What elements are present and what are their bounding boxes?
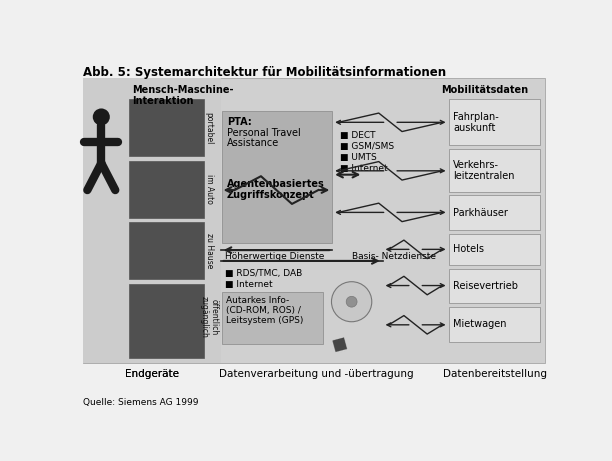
Bar xyxy=(129,222,204,279)
Text: Autarkes Info-
(CD-ROM, ROS) /
Leitsystem (GPS): Autarkes Info- (CD-ROM, ROS) / Leitsyste… xyxy=(226,296,304,325)
Bar xyxy=(449,269,540,303)
Bar xyxy=(83,78,221,363)
Text: Endgeräte: Endgeräte xyxy=(125,369,179,379)
Bar xyxy=(222,292,323,344)
Bar xyxy=(129,99,204,156)
Text: Reisevertrieb: Reisevertrieb xyxy=(453,281,518,291)
Text: Datenverarbeitung und -übertragung: Datenverarbeitung und -übertragung xyxy=(220,369,414,379)
Bar xyxy=(449,149,540,192)
Text: Datenbereitstellung: Datenbereitstellung xyxy=(443,369,547,379)
Bar xyxy=(449,307,540,342)
Text: zu Hause: zu Hause xyxy=(204,233,214,269)
Text: ■ Internet: ■ Internet xyxy=(225,280,273,289)
Text: Abb. 5: Systemarchitektur für Mobilitätsinformationen: Abb. 5: Systemarchitektur für Mobilitäts… xyxy=(83,66,446,79)
Text: Parkhäuser: Parkhäuser xyxy=(453,208,508,218)
Text: Fahrplan-
auskunft: Fahrplan- auskunft xyxy=(453,112,499,133)
Text: Hotels: Hotels xyxy=(453,244,484,254)
Text: ◆: ◆ xyxy=(327,331,353,357)
Text: Agentenbasiertes: Agentenbasiertes xyxy=(227,178,324,189)
Text: Verkehrs-
leitzentralen: Verkehrs- leitzentralen xyxy=(453,160,515,181)
Text: im Auto: im Auto xyxy=(204,174,214,204)
Bar xyxy=(449,99,540,145)
Text: ■ DECT: ■ DECT xyxy=(340,131,376,140)
Text: Endgeräte: Endgeräte xyxy=(125,369,179,379)
Bar xyxy=(129,284,204,358)
Text: öffentlich
zugänglich: öffentlich zugänglich xyxy=(200,296,218,338)
Text: Assistance: Assistance xyxy=(227,138,279,148)
Text: Mensch-Maschine-
Interaktion: Mensch-Maschine- Interaktion xyxy=(132,84,234,106)
Circle shape xyxy=(332,282,371,322)
Text: Zugriffskonzept: Zugriffskonzept xyxy=(227,190,315,200)
Bar xyxy=(222,111,332,243)
Bar xyxy=(449,234,540,265)
Text: ■ UMTS: ■ UMTS xyxy=(340,153,377,162)
Text: ■ Internet: ■ Internet xyxy=(340,164,387,173)
Text: Mobilitätsdaten: Mobilitätsdaten xyxy=(441,84,528,95)
Bar xyxy=(449,195,540,230)
Text: Quelle: Siemens AG 1999: Quelle: Siemens AG 1999 xyxy=(83,398,198,407)
Bar xyxy=(83,78,545,363)
Circle shape xyxy=(93,108,110,125)
Text: ■ RDS/TMC, DAB: ■ RDS/TMC, DAB xyxy=(225,269,302,278)
Text: Mietwagen: Mietwagen xyxy=(453,319,507,330)
Circle shape xyxy=(346,296,357,307)
Text: Höherwertige Dienste: Höherwertige Dienste xyxy=(225,252,325,260)
Bar xyxy=(129,161,204,218)
Text: Personal Travel: Personal Travel xyxy=(227,128,300,138)
Text: PTA:: PTA: xyxy=(227,117,252,127)
Text: Basis- Netzdienste: Basis- Netzdienste xyxy=(352,252,436,260)
Text: ■ GSM/SMS: ■ GSM/SMS xyxy=(340,142,394,151)
Text: portabel: portabel xyxy=(204,112,214,144)
